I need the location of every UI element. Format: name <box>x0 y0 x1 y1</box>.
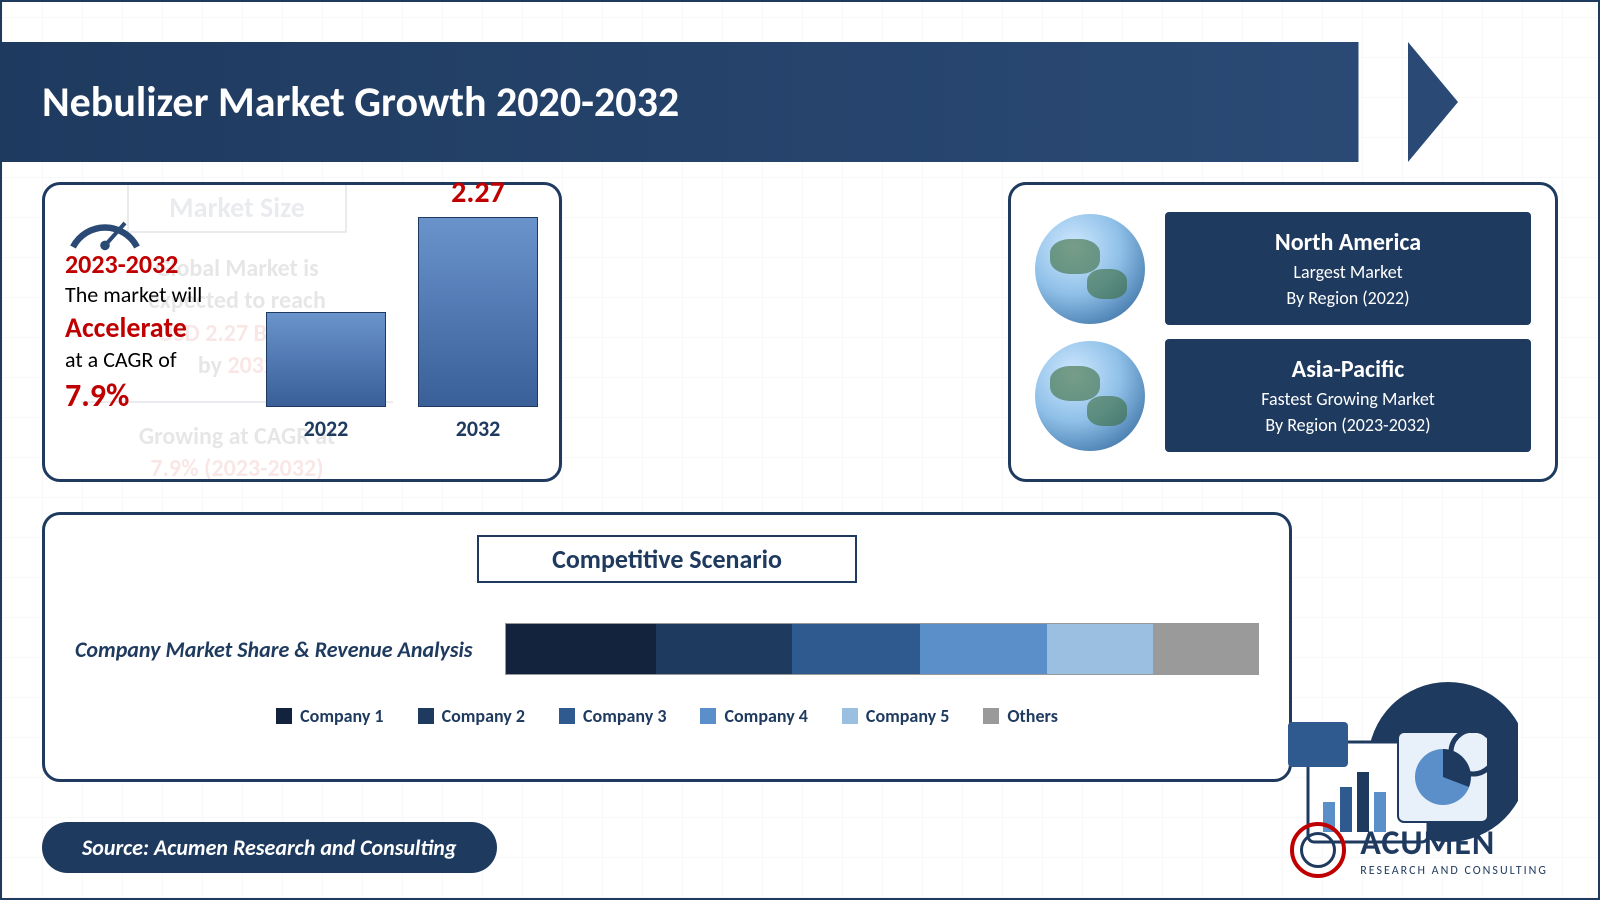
stacked-segment <box>920 624 1048 674</box>
region-badge-na: North America Largest Market By Region (… <box>1165 212 1531 325</box>
region-sub1: Largest Market <box>1187 261 1509 283</box>
legend-label: Company 1 <box>300 705 383 727</box>
legend-swatch <box>842 708 858 724</box>
region-row-apac: Asia-Pacific Fastest Growing Market By R… <box>1035 339 1531 452</box>
infographic-page: Nebulizer Market Growth 2020-2032 2023-2… <box>0 0 1600 900</box>
page-title: Nebulizer Market Growth 2020-2032 <box>42 77 679 128</box>
legend-item: Company 4 <box>700 705 807 727</box>
legend-label: Others <box>1007 705 1058 727</box>
region-sub1: Fastest Growing Market <box>1187 388 1509 410</box>
legend-item: Company 1 <box>276 705 383 727</box>
legend-item: Others <box>983 705 1058 727</box>
competitive-title: Competitive Scenario <box>477 535 857 583</box>
legend-swatch <box>983 708 999 724</box>
stacked-segment <box>1153 624 1258 674</box>
stacked-segment <box>506 624 656 674</box>
bar-value-2032: 2.27 <box>451 174 505 211</box>
gauge-icon <box>65 197 145 257</box>
content-area: 2023-2032 The market will Accelerate at … <box>42 182 1558 798</box>
region-name: Asia-Pacific <box>1187 355 1509 384</box>
brand-text: ACUMEN RESEARCH AND CONSULTING <box>1360 823 1548 878</box>
legend-swatch <box>276 708 292 724</box>
region-sub2: By Region (2022) <box>1187 287 1509 309</box>
stacked-bar-chart <box>505 623 1259 675</box>
bar-2022: 2022 <box>266 312 386 442</box>
growth-panel: 2023-2032 The market will Accelerate at … <box>42 182 562 482</box>
region-badge-apac: Asia-Pacific Fastest Growing Market By R… <box>1165 339 1531 452</box>
brand-block: ACUMEN RESEARCH AND CONSULTING <box>1290 822 1548 878</box>
bar-label-2032: 2032 <box>456 415 501 442</box>
bar-2032: 2.27 2032 <box>418 174 538 442</box>
competitive-row: Company Market Share & Revenue Analysis <box>75 623 1259 675</box>
bar-label-2022: 2022 <box>304 415 349 442</box>
legend-item: Company 3 <box>559 705 666 727</box>
legend-swatch <box>700 708 716 724</box>
globe-icon <box>1035 214 1145 324</box>
stacked-segment <box>1047 624 1152 674</box>
legend-item: Company 2 <box>418 705 525 727</box>
source-pill: Source: Acumen Research and Consulting <box>42 822 497 873</box>
competitive-row-label: Company Market Share & Revenue Analysis <box>75 636 505 663</box>
growth-accelerate: Accelerate <box>65 310 265 346</box>
globe-icon <box>1035 341 1145 451</box>
stacked-segment <box>792 624 920 674</box>
growth-line2: at a CAGR of <box>65 346 265 375</box>
bar-rect-2032 <box>418 217 538 407</box>
stacked-segment <box>656 624 791 674</box>
region-panel: North America Largest Market By Region (… <box>1008 182 1558 482</box>
competitive-legend: Company 1 Company 2 Company 3 Company 4 Comp… <box>75 705 1259 727</box>
bar-rect-2022 <box>266 312 386 407</box>
legend-label: Company 3 <box>583 705 666 727</box>
region-sub2: By Region (2023-2032) <box>1187 414 1509 436</box>
growth-bar-chart: 2022 2.27 2032 <box>265 222 539 442</box>
legend-label: Company 4 <box>724 705 807 727</box>
growth-text: 2023-2032 The market will Accelerate at … <box>65 248 265 417</box>
region-name: North America <box>1187 228 1509 257</box>
header-bar: Nebulizer Market Growth 2020-2032 <box>2 42 1598 162</box>
growth-cagr: 7.9% <box>65 375 265 417</box>
growth-line1: The market will <box>65 281 265 310</box>
brand-name: ACUMEN <box>1360 823 1548 864</box>
region-row-na: North America Largest Market By Region (… <box>1035 212 1531 325</box>
legend-label: Company 5 <box>866 705 949 727</box>
competitive-panel: Competitive Scenario Company Market Shar… <box>42 512 1292 782</box>
legend-label: Company 2 <box>442 705 525 727</box>
legend-item: Company 5 <box>842 705 949 727</box>
legend-swatch <box>418 708 434 724</box>
brand-logo-icon <box>1290 822 1346 878</box>
brand-sub: RESEARCH AND CONSULTING <box>1360 864 1548 878</box>
legend-swatch <box>559 708 575 724</box>
